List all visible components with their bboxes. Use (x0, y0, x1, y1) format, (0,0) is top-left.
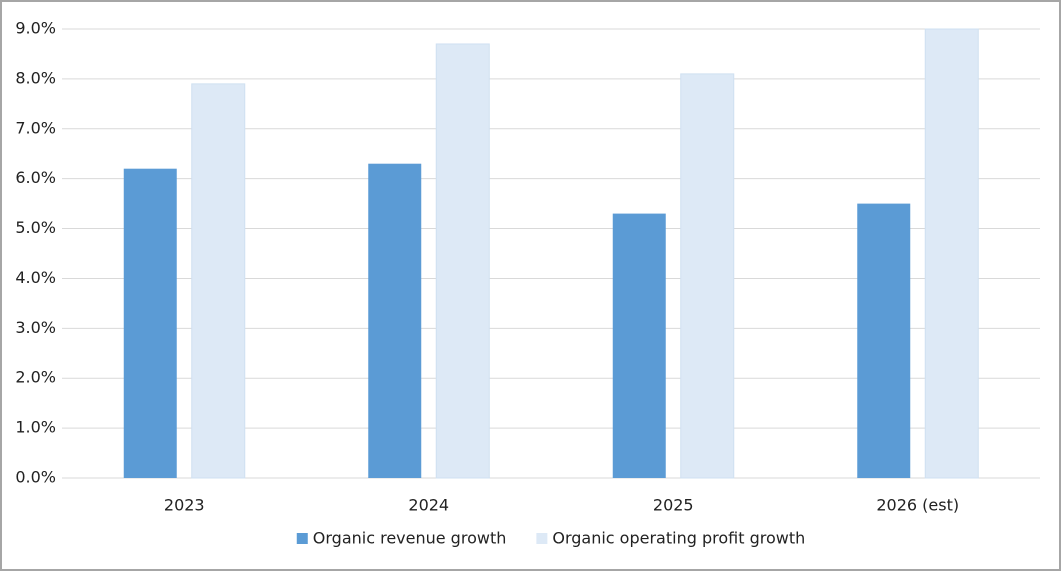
y-tick-label: 5.0% (15, 218, 56, 237)
y-tick-label: 2.0% (15, 368, 56, 387)
bar (435, 43, 490, 479)
x-tick-label: 2024 (408, 496, 449, 515)
bar (680, 73, 735, 479)
y-tick-label: 3.0% (15, 318, 56, 337)
legend-label: Organic operating profit growth (552, 529, 805, 548)
y-tick-label: 8.0% (15, 68, 56, 87)
bar (612, 213, 666, 479)
y-tick-label: 9.0% (15, 19, 56, 38)
x-tick-label: 2026 (est) (876, 496, 959, 515)
bar (857, 203, 911, 478)
y-tick-label: 1.0% (15, 418, 56, 437)
y-tick-label: 7.0% (15, 118, 56, 137)
bar (924, 28, 979, 479)
bar (368, 163, 422, 478)
x-tick-label: 2023 (164, 496, 205, 515)
legend-swatch (536, 533, 548, 544)
y-tick-label: 4.0% (15, 268, 56, 287)
bar (191, 83, 246, 479)
y-tick-label: 6.0% (15, 168, 56, 187)
legend-label: Organic revenue growth (313, 529, 507, 548)
legend-swatch (296, 533, 308, 544)
y-tick-label: 0.0% (15, 468, 56, 487)
x-tick-label: 2025 (653, 496, 694, 515)
bar (123, 168, 177, 478)
